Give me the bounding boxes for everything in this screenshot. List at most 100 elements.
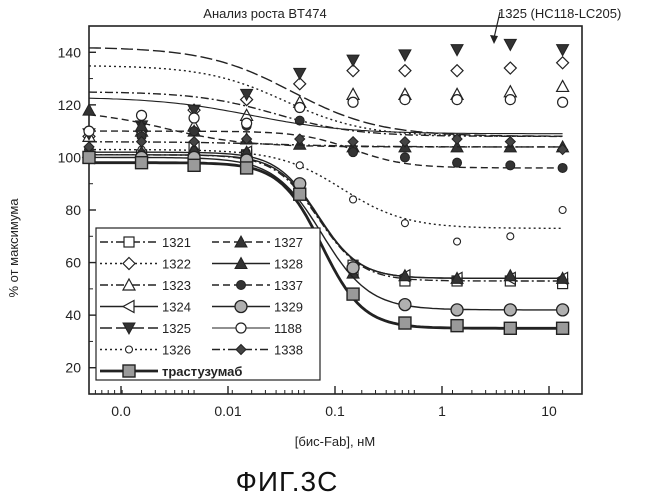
legend-label: 1338 <box>274 343 303 358</box>
data-point <box>505 95 515 105</box>
annotation-arrow <box>494 12 500 38</box>
data-point <box>504 322 516 334</box>
annotation: 1325 (HC118-LC205) <box>490 6 621 44</box>
data-point <box>84 126 94 136</box>
data-point <box>136 157 148 169</box>
legend-label: 1337 <box>274 278 303 293</box>
x-tick-label: 10 <box>541 403 557 419</box>
data-point <box>137 110 147 120</box>
data-point <box>189 113 199 123</box>
data-point <box>296 162 303 169</box>
legend-label: 1188 <box>274 321 302 336</box>
data-point <box>348 97 358 107</box>
legend-label: 1323 <box>162 278 191 293</box>
series-12 <box>84 134 568 155</box>
data-point <box>557 57 569 69</box>
data-point <box>558 145 568 155</box>
legend-label: 1326 <box>162 343 191 358</box>
data-point <box>400 95 410 105</box>
data-point <box>347 262 359 274</box>
legend-marker <box>235 301 247 313</box>
data-point <box>399 50 411 61</box>
x-tick-label: 1 <box>438 403 446 419</box>
data-point <box>451 65 463 77</box>
y-tick-label: 20 <box>65 360 81 376</box>
data-point <box>241 162 253 174</box>
data-point <box>349 148 358 157</box>
legend-label: 1322 <box>162 257 191 272</box>
data-point <box>399 65 411 77</box>
y-tick-label: 80 <box>65 202 81 218</box>
data-point <box>557 322 569 334</box>
fit-line <box>89 48 563 136</box>
data-point <box>504 62 516 74</box>
data-point <box>505 137 515 147</box>
y-tick-label: 140 <box>58 44 82 60</box>
data-point <box>506 161 515 170</box>
data-point <box>83 151 95 163</box>
chart-title: Анализ роста BT474 <box>203 6 326 21</box>
data-point <box>557 304 569 316</box>
data-point <box>558 97 568 107</box>
y-axis-label: % от максимума <box>6 198 21 298</box>
y-tick-label: 100 <box>58 149 82 165</box>
fit-line <box>89 98 563 134</box>
y-tick-label: 120 <box>58 97 82 113</box>
data-point <box>451 320 463 332</box>
data-point <box>559 207 566 214</box>
data-point <box>401 220 408 227</box>
data-point <box>558 163 567 172</box>
legend-label: 1329 <box>274 300 303 315</box>
x-axis-label: [бис-Fab], нМ <box>295 434 375 449</box>
plot-area: 204060801001201400.00.010.11101325 (HC11… <box>58 6 622 419</box>
series-7 <box>83 104 569 152</box>
fit-line <box>89 142 563 147</box>
data-point <box>295 102 305 112</box>
legend-label: трастузумаб <box>162 364 242 379</box>
data-point <box>507 233 514 240</box>
data-point <box>399 299 411 311</box>
data-point <box>294 188 306 200</box>
legend-marker <box>124 237 134 247</box>
annotation-text: 1325 (HC118-LC205) <box>498 6 621 21</box>
data-point <box>400 153 409 162</box>
data-point <box>400 137 410 147</box>
data-point <box>451 45 463 56</box>
legend-marker <box>237 281 246 290</box>
legend-label: 1325 <box>162 321 191 336</box>
y-tick-label: 60 <box>65 255 81 271</box>
data-point <box>188 159 200 171</box>
data-point <box>454 238 461 245</box>
data-point <box>347 288 359 300</box>
data-point <box>452 95 462 105</box>
legend-label: 1327 <box>274 235 303 250</box>
legend-label: 1328 <box>274 257 303 272</box>
series-2 <box>83 57 569 143</box>
legend-marker <box>236 323 246 333</box>
data-point <box>242 118 252 128</box>
series-5 <box>83 39 569 139</box>
data-point <box>294 68 306 79</box>
data-point <box>350 196 357 203</box>
x-tick-label: 0.01 <box>214 403 241 419</box>
data-point <box>399 317 411 329</box>
legend-marker <box>123 365 135 377</box>
data-point <box>557 80 569 91</box>
y-tick-label: 40 <box>65 307 81 323</box>
legend-label: 1321 <box>162 235 191 250</box>
fit-line <box>89 92 563 136</box>
data-point <box>348 137 358 147</box>
legend: 1321 1322 1323 1324 1325 1326 1327 1328 1337 1329… <box>96 228 320 380</box>
data-point <box>451 304 463 316</box>
legend-label: 1324 <box>162 300 191 315</box>
data-point <box>83 104 95 115</box>
data-point <box>347 55 359 66</box>
data-point <box>190 127 199 136</box>
data-point <box>557 45 569 56</box>
x-tick-label: 0.1 <box>325 403 345 419</box>
figure-caption: ФИГ.3С <box>236 466 339 497</box>
data-point <box>453 158 462 167</box>
legend-marker <box>126 346 133 353</box>
series-11 <box>84 95 568 137</box>
